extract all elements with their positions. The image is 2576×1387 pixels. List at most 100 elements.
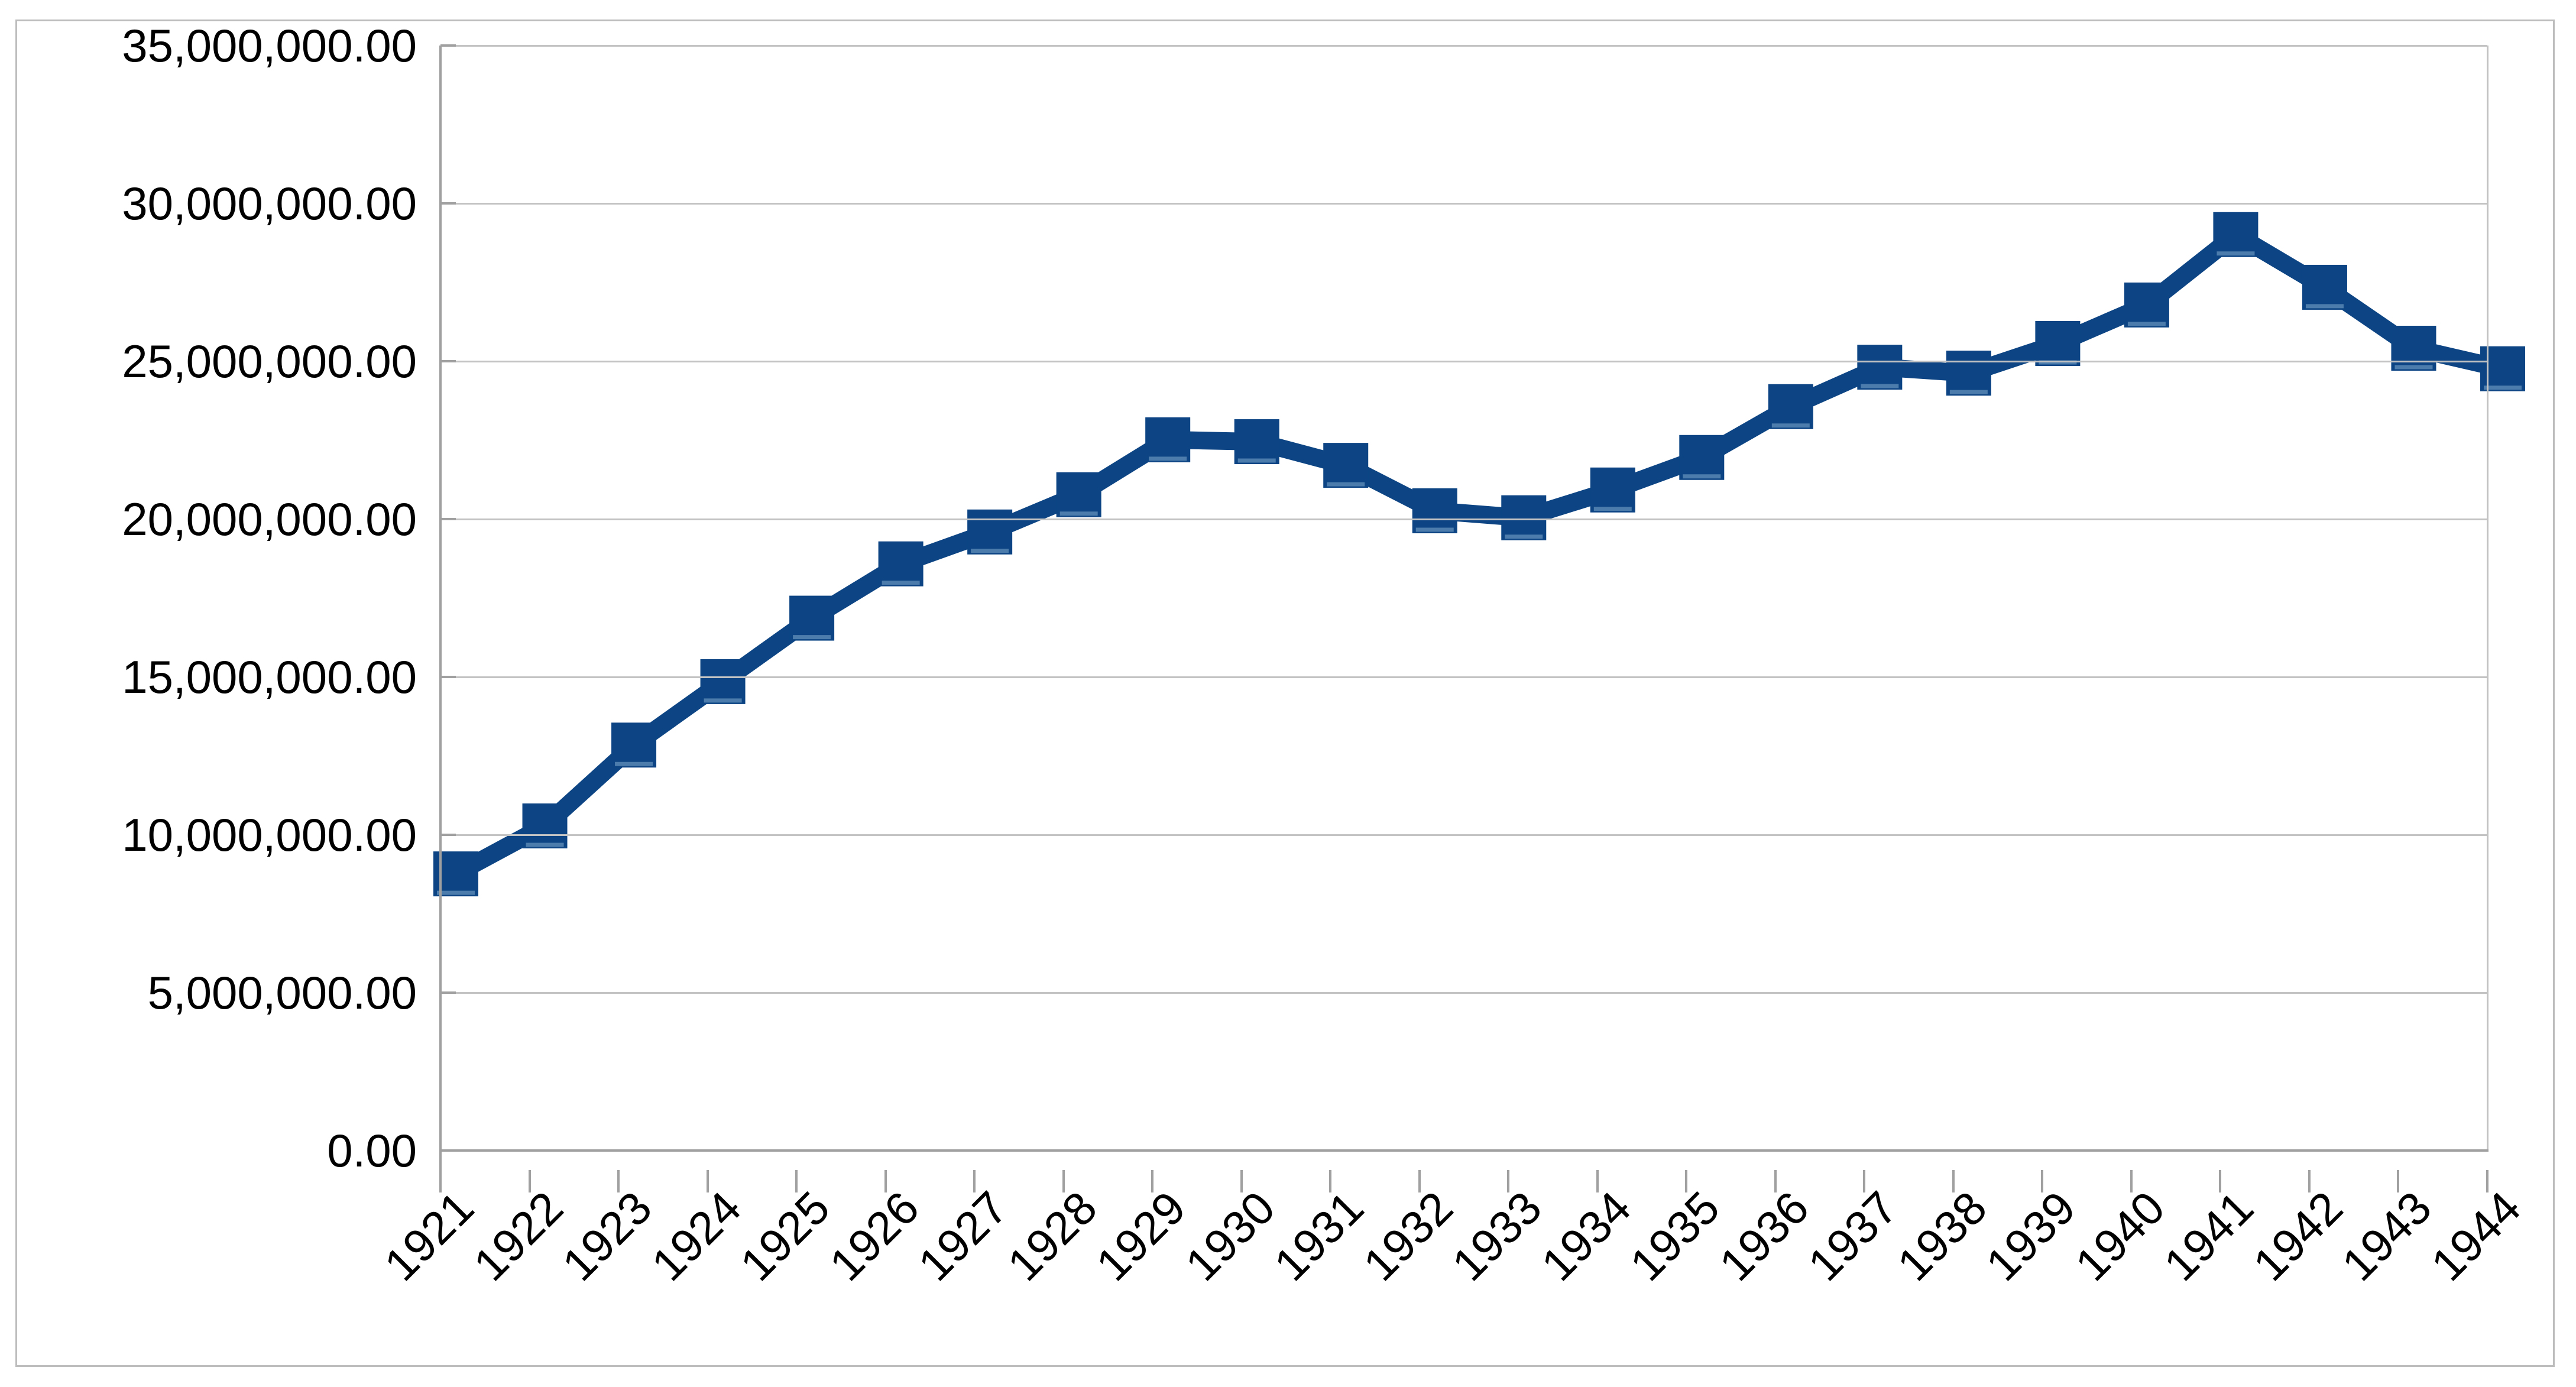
x-axis-label: 1938 [1887, 1181, 1997, 1291]
x-axis-tick [1863, 1170, 1865, 1192]
data-point-marker [2035, 320, 2081, 366]
chart-frame: 0.00 5,000,000.00 10,000,000.00 15,000,000.… [15, 20, 2555, 1367]
data-point-marker [2124, 282, 2169, 328]
gridline-horizontal [440, 834, 2487, 836]
x-axis-label: 1942 [2243, 1181, 2353, 1291]
data-point-marker [2391, 325, 2436, 371]
y-axis-label: 25,000,000.00 [122, 335, 417, 387]
y-axis-tick [440, 1149, 456, 1152]
x-axis-label: 1943 [2332, 1181, 2442, 1291]
x-axis-tick [2130, 1170, 2133, 1192]
x-axis-tick [2219, 1170, 2221, 1192]
data-point-marker [1679, 435, 1725, 480]
x-axis-label: 1926 [819, 1181, 929, 1291]
x-axis-label: 1923 [552, 1181, 662, 1291]
x-axis-tick [1062, 1170, 1065, 1192]
data-point-marker [1857, 345, 1903, 390]
x-axis-label: 1941 [2154, 1181, 2264, 1291]
y-axis-tick [440, 518, 456, 520]
x-axis-label: 1937 [1798, 1181, 1908, 1291]
data-point-marker [878, 541, 924, 586]
data-point-marker [1946, 351, 1991, 396]
x-axis-tick [884, 1170, 887, 1192]
y-axis-label: 30,000,000.00 [122, 177, 417, 229]
series-svg [433, 212, 2525, 897]
x-axis-label: 1924 [641, 1181, 751, 1291]
x-axis-tick [1596, 1170, 1599, 1192]
x-axis-tick [617, 1170, 620, 1192]
data-point-marker [2302, 264, 2347, 310]
x-axis-label: 1922 [464, 1181, 573, 1291]
x-axis-tick [1418, 1170, 1421, 1192]
gridline-horizontal [440, 361, 2487, 362]
data-point-marker [789, 595, 835, 641]
gridline-horizontal [440, 203, 2487, 205]
x-axis-tick [1952, 1170, 1955, 1192]
data-point-marker [522, 803, 568, 848]
data-point-marker [967, 509, 1013, 555]
data-point-marker [611, 722, 657, 768]
x-axis-label: 1925 [730, 1181, 840, 1291]
y-axis-tick [440, 360, 456, 362]
x-axis-tick [1240, 1170, 1243, 1192]
x-axis-label: 1928 [997, 1181, 1107, 1291]
data-point-marker [1768, 384, 1813, 429]
data-point-marker [1590, 467, 1635, 513]
x-axis-tick [973, 1170, 976, 1192]
x-axis-label: 1935 [1620, 1181, 1730, 1291]
y-axis-tick [440, 44, 456, 47]
x-axis-label: 1939 [1976, 1181, 2086, 1291]
x-axis-line [439, 1149, 2488, 1152]
y-axis-label: 15,000,000.00 [122, 651, 417, 703]
x-axis-label: 1933 [1442, 1181, 1552, 1291]
data-point-marker [2213, 212, 2259, 257]
y-axis-label: 10,000,000.00 [122, 809, 417, 861]
x-axis-label: 1931 [1264, 1181, 1374, 1291]
y-axis-label: 20,000,000.00 [122, 493, 417, 545]
plot-right-border [2487, 46, 2488, 1151]
x-axis-label: 1927 [908, 1181, 1018, 1291]
plot-area [433, 65, 2525, 1170]
x-axis-label: 1944 [2421, 1181, 2531, 1291]
data-point-marker [1323, 443, 1369, 488]
x-axis-label: 1929 [1086, 1181, 1196, 1291]
data-point-marker [1501, 495, 1547, 540]
x-axis-tick [2486, 1170, 2488, 1192]
y-axis-tick [440, 202, 456, 205]
y-axis-label: 35,000,000.00 [122, 20, 417, 72]
y-axis-tick [440, 676, 456, 678]
x-axis-tick [707, 1170, 709, 1192]
y-axis-label: 5,000,000.00 [147, 967, 417, 1019]
x-axis-label: 1932 [1353, 1181, 1463, 1291]
gridline-horizontal [440, 45, 2487, 47]
data-point-marker [1145, 417, 1191, 462]
x-axis-label: 1934 [1531, 1181, 1641, 1291]
x-axis-tick [439, 1170, 442, 1192]
data-point-marker [700, 659, 746, 704]
data-point-marker [1234, 419, 1279, 465]
x-axis-tick [2308, 1170, 2311, 1192]
gridline-horizontal [440, 676, 2487, 678]
y-axis-tick [440, 834, 456, 836]
x-axis-tick [1151, 1170, 1153, 1192]
y-axis-tick [440, 991, 456, 994]
y-axis-line [439, 46, 442, 1173]
x-axis-label: 1940 [2065, 1181, 2175, 1291]
data-point-marker [1412, 488, 1457, 534]
gridline-horizontal [440, 518, 2487, 520]
x-axis-tick [1774, 1170, 1777, 1192]
data-point-marker [1056, 472, 1101, 517]
x-axis-label: 1936 [1709, 1181, 1819, 1291]
series-line [451, 223, 2505, 882]
x-axis-tick [1329, 1170, 1331, 1192]
x-axis-tick [1685, 1170, 1687, 1192]
x-axis-tick [2041, 1170, 2043, 1192]
x-axis-tick [1507, 1170, 1509, 1192]
x-axis-tick [529, 1170, 531, 1192]
x-axis-tick [2397, 1170, 2399, 1192]
gridline-horizontal [440, 992, 2487, 994]
y-axis-label: 0.00 [327, 1124, 417, 1177]
x-axis-label: 1930 [1175, 1181, 1285, 1291]
x-axis-tick [795, 1170, 798, 1192]
